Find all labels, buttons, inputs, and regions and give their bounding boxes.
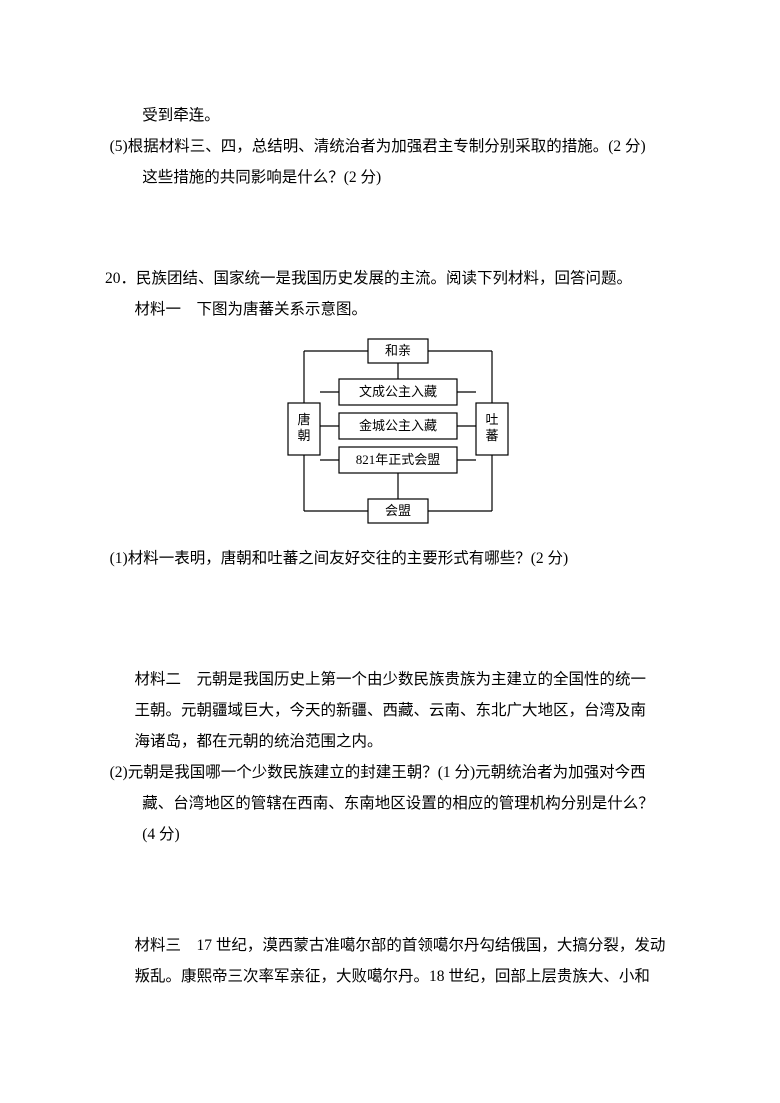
material-2-line1: 材料二 元朝是我国历史上第一个由少数民族贵族为主建立的全国性的统一: [105, 664, 690, 695]
question-20-sub1: (1)材料一表明，唐朝和吐蕃之间友好交往的主要形式有哪些？(2 分): [105, 543, 690, 574]
svg-text:会盟: 会盟: [384, 503, 410, 518]
question-20-intro: 20．民族团结、国家统一是我国历史发展的主流。阅读下列材料，回答问题。: [105, 263, 690, 294]
question-20-sub2-line2: 藏、台湾地区的管辖在西南、东南地区设置的相应的管理机构分别是什么？: [105, 788, 690, 819]
svg-text:和亲: 和亲: [384, 343, 410, 358]
svg-text:吐: 吐: [485, 412, 498, 427]
material-3-line2: 叛乱。康熙帝三次率军亲征，大败噶尔丹。18 世纪，回部上层贵族大、小和: [105, 961, 690, 992]
question-20-sub2-line1: (2)元朝是我国哪一个少数民族建立的封建王朝？(1 分)元朝统治者为加强对今西: [105, 757, 690, 788]
svg-text:蕃: 蕃: [485, 428, 498, 443]
svg-text:金城公主入藏: 金城公主入藏: [358, 418, 436, 433]
material-2-line3: 海诸岛，都在元朝的统治范围之内。: [105, 726, 690, 757]
text-line: 受到牵连。: [105, 100, 690, 131]
svg-text:821年正式会盟: 821年正式会盟: [355, 452, 440, 467]
svg-text:文成公主入藏: 文成公主入藏: [358, 384, 436, 399]
material-3-line1: 材料三 17 世纪，漠西蒙古准噶尔部的首领噶尔丹勾结俄国，大搞分裂，发动: [105, 930, 690, 961]
tang-tubo-diagram: 和亲会盟 唐朝 吐蕃 文成公主入藏金城公主入藏 821年正式会盟: [248, 331, 548, 531]
svg-text:唐: 唐: [297, 412, 310, 427]
material-2-line2: 王朝。元朝疆域巨大，今天的新疆、西藏、云南、东北广大地区，台湾及南: [105, 695, 690, 726]
diagram-container: 和亲会盟 唐朝 吐蕃 文成公主入藏金城公主入藏 821年正式会盟: [105, 331, 690, 531]
question-5-line2: 这些措施的共同影响是什么？(2 分): [105, 162, 690, 193]
material-1-label: 材料一 下图为唐蕃关系示意图。: [105, 294, 690, 325]
svg-text:朝: 朝: [297, 428, 310, 443]
question-5-line1: (5)根据材料三、四，总结明、清统治者为加强君主专制分别采取的措施。(2 分): [105, 131, 690, 162]
question-20-sub2-line3: (4 分): [105, 819, 690, 850]
